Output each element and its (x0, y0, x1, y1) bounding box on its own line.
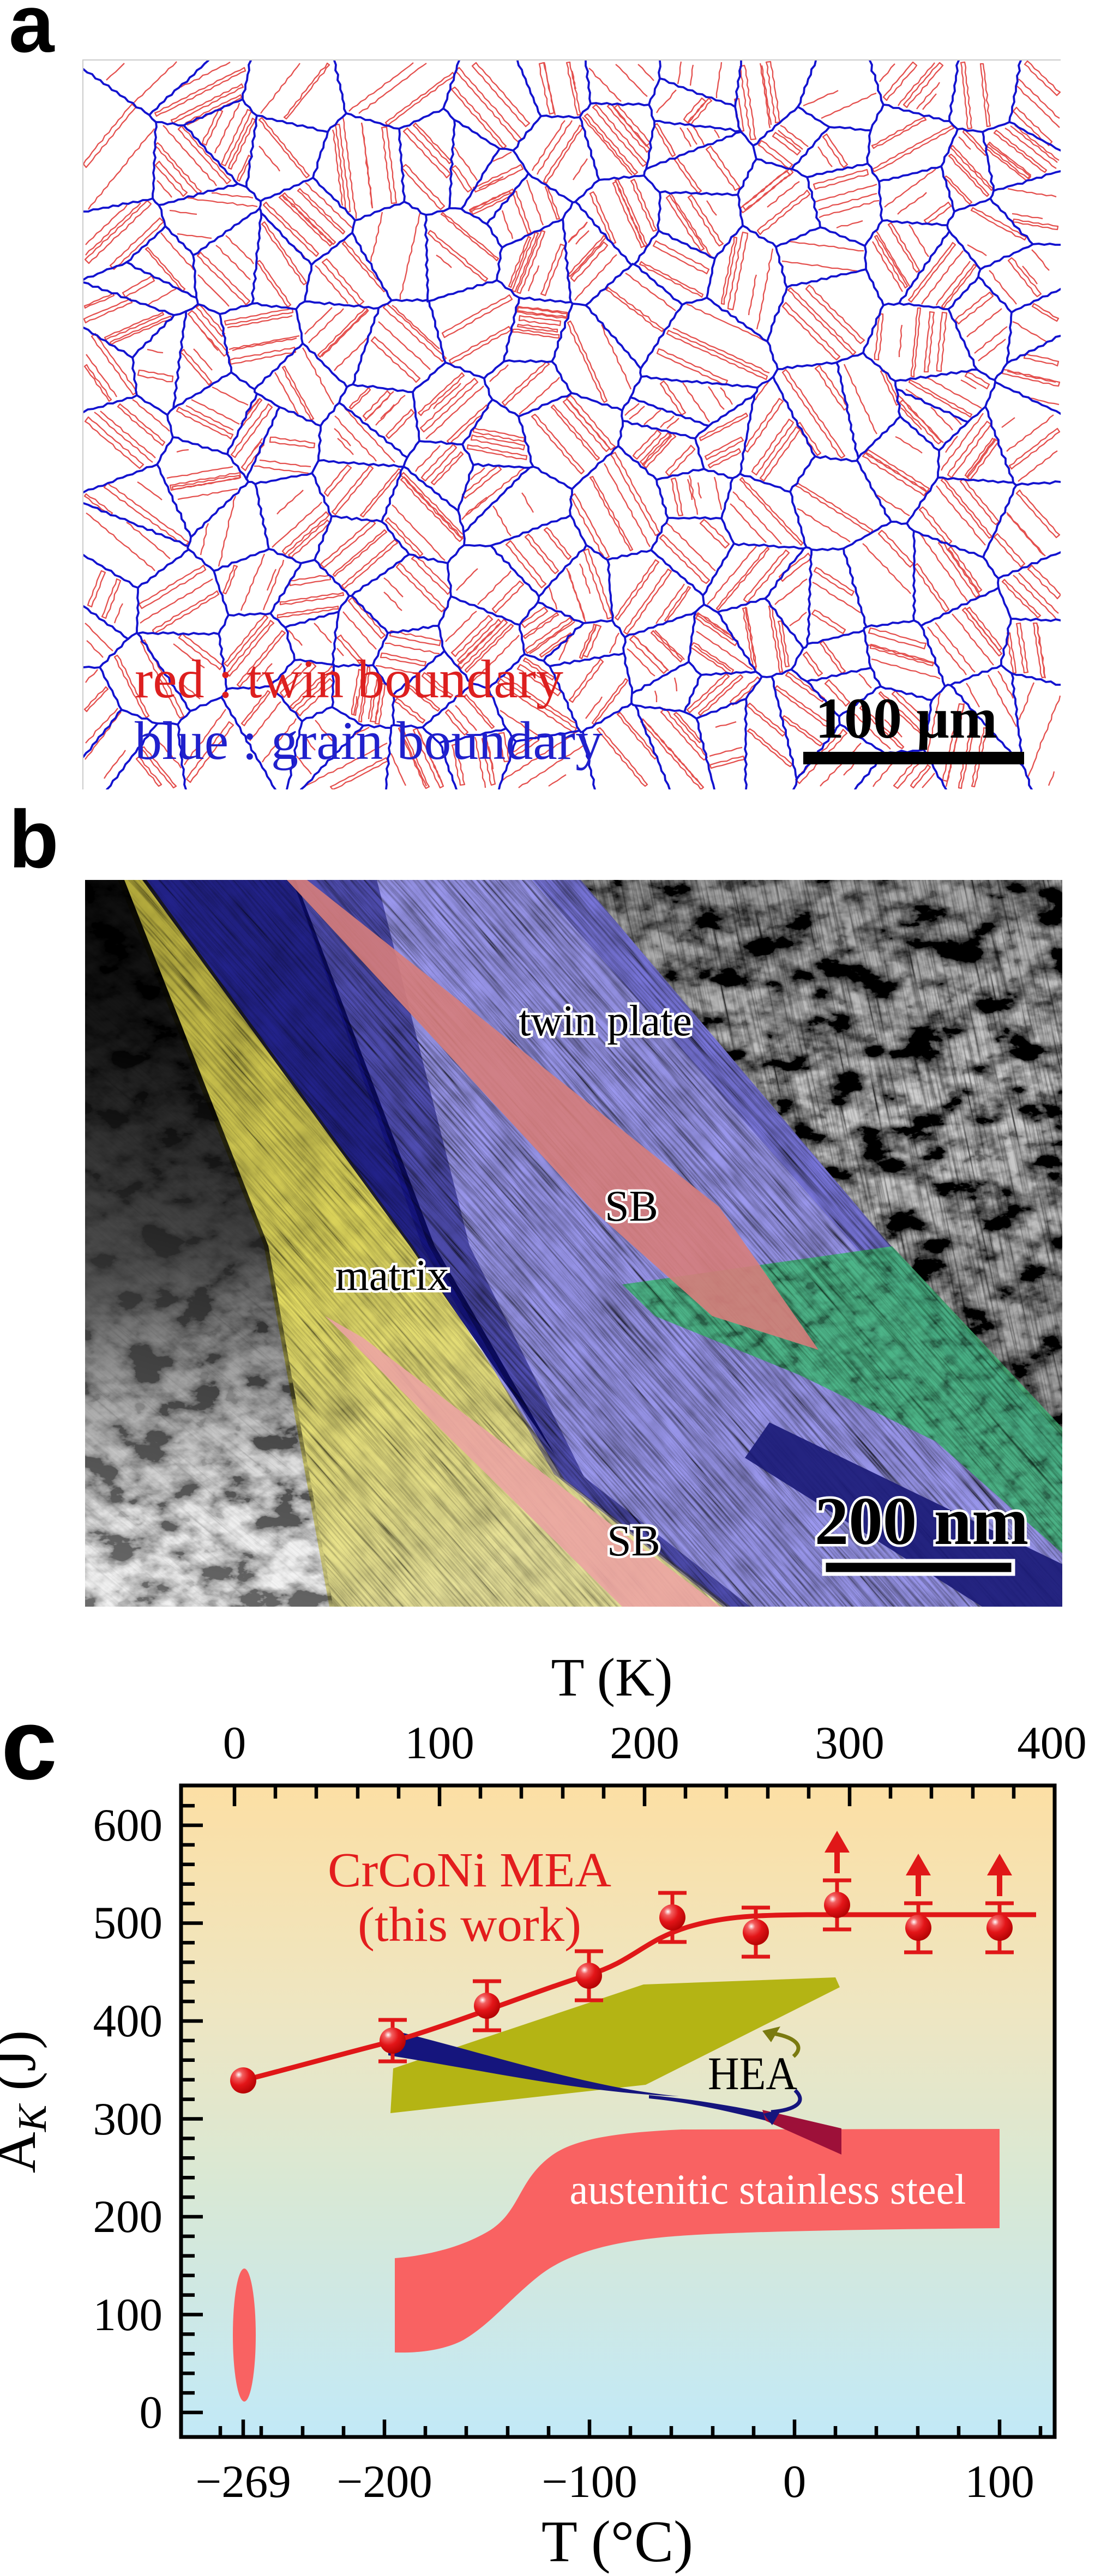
svg-text:T (K): T (K) (551, 1647, 672, 1708)
svg-text:200: 200 (93, 2191, 163, 2242)
svg-text:300: 300 (815, 1717, 885, 1769)
svg-text:−200: −200 (336, 2456, 432, 2507)
svg-text:−269: −269 (195, 2456, 291, 2507)
svg-text:SB: SB (605, 1183, 658, 1230)
svg-text:CrCoNi MEA: CrCoNi MEA (328, 1843, 611, 1897)
svg-text:200 nm: 200 nm (815, 1484, 1028, 1559)
svg-text:0: 0 (783, 2456, 807, 2507)
svg-text:100: 100 (405, 1717, 474, 1769)
svg-text:SB: SB (607, 1517, 660, 1565)
svg-text:(this work): (this work) (358, 1898, 581, 1952)
svg-text:100: 100 (965, 2456, 1034, 2507)
svg-text:T (°C): T (°C) (542, 2509, 693, 2573)
svg-text:300: 300 (93, 2094, 163, 2145)
svg-text:HEA: HEA (708, 2047, 797, 2100)
svg-text:austenitic stainless steel: austenitic stainless steel (570, 2165, 966, 2213)
svg-text:400: 400 (93, 1995, 163, 2047)
svg-text:200: 200 (610, 1717, 679, 1769)
svg-text:600: 600 (93, 1800, 163, 1851)
svg-text:matrix: matrix (335, 1252, 449, 1300)
svg-text:twin plate: twin plate (519, 997, 692, 1045)
svg-text:AK (J): AK (J) (0, 2030, 55, 2173)
svg-text:0: 0 (223, 1717, 246, 1769)
svg-text:400: 400 (1017, 1717, 1087, 1769)
svg-text:100: 100 (93, 2289, 163, 2340)
svg-text:0: 0 (140, 2387, 163, 2438)
svg-text:−100: −100 (542, 2456, 637, 2507)
svg-text:500: 500 (93, 1897, 163, 1948)
